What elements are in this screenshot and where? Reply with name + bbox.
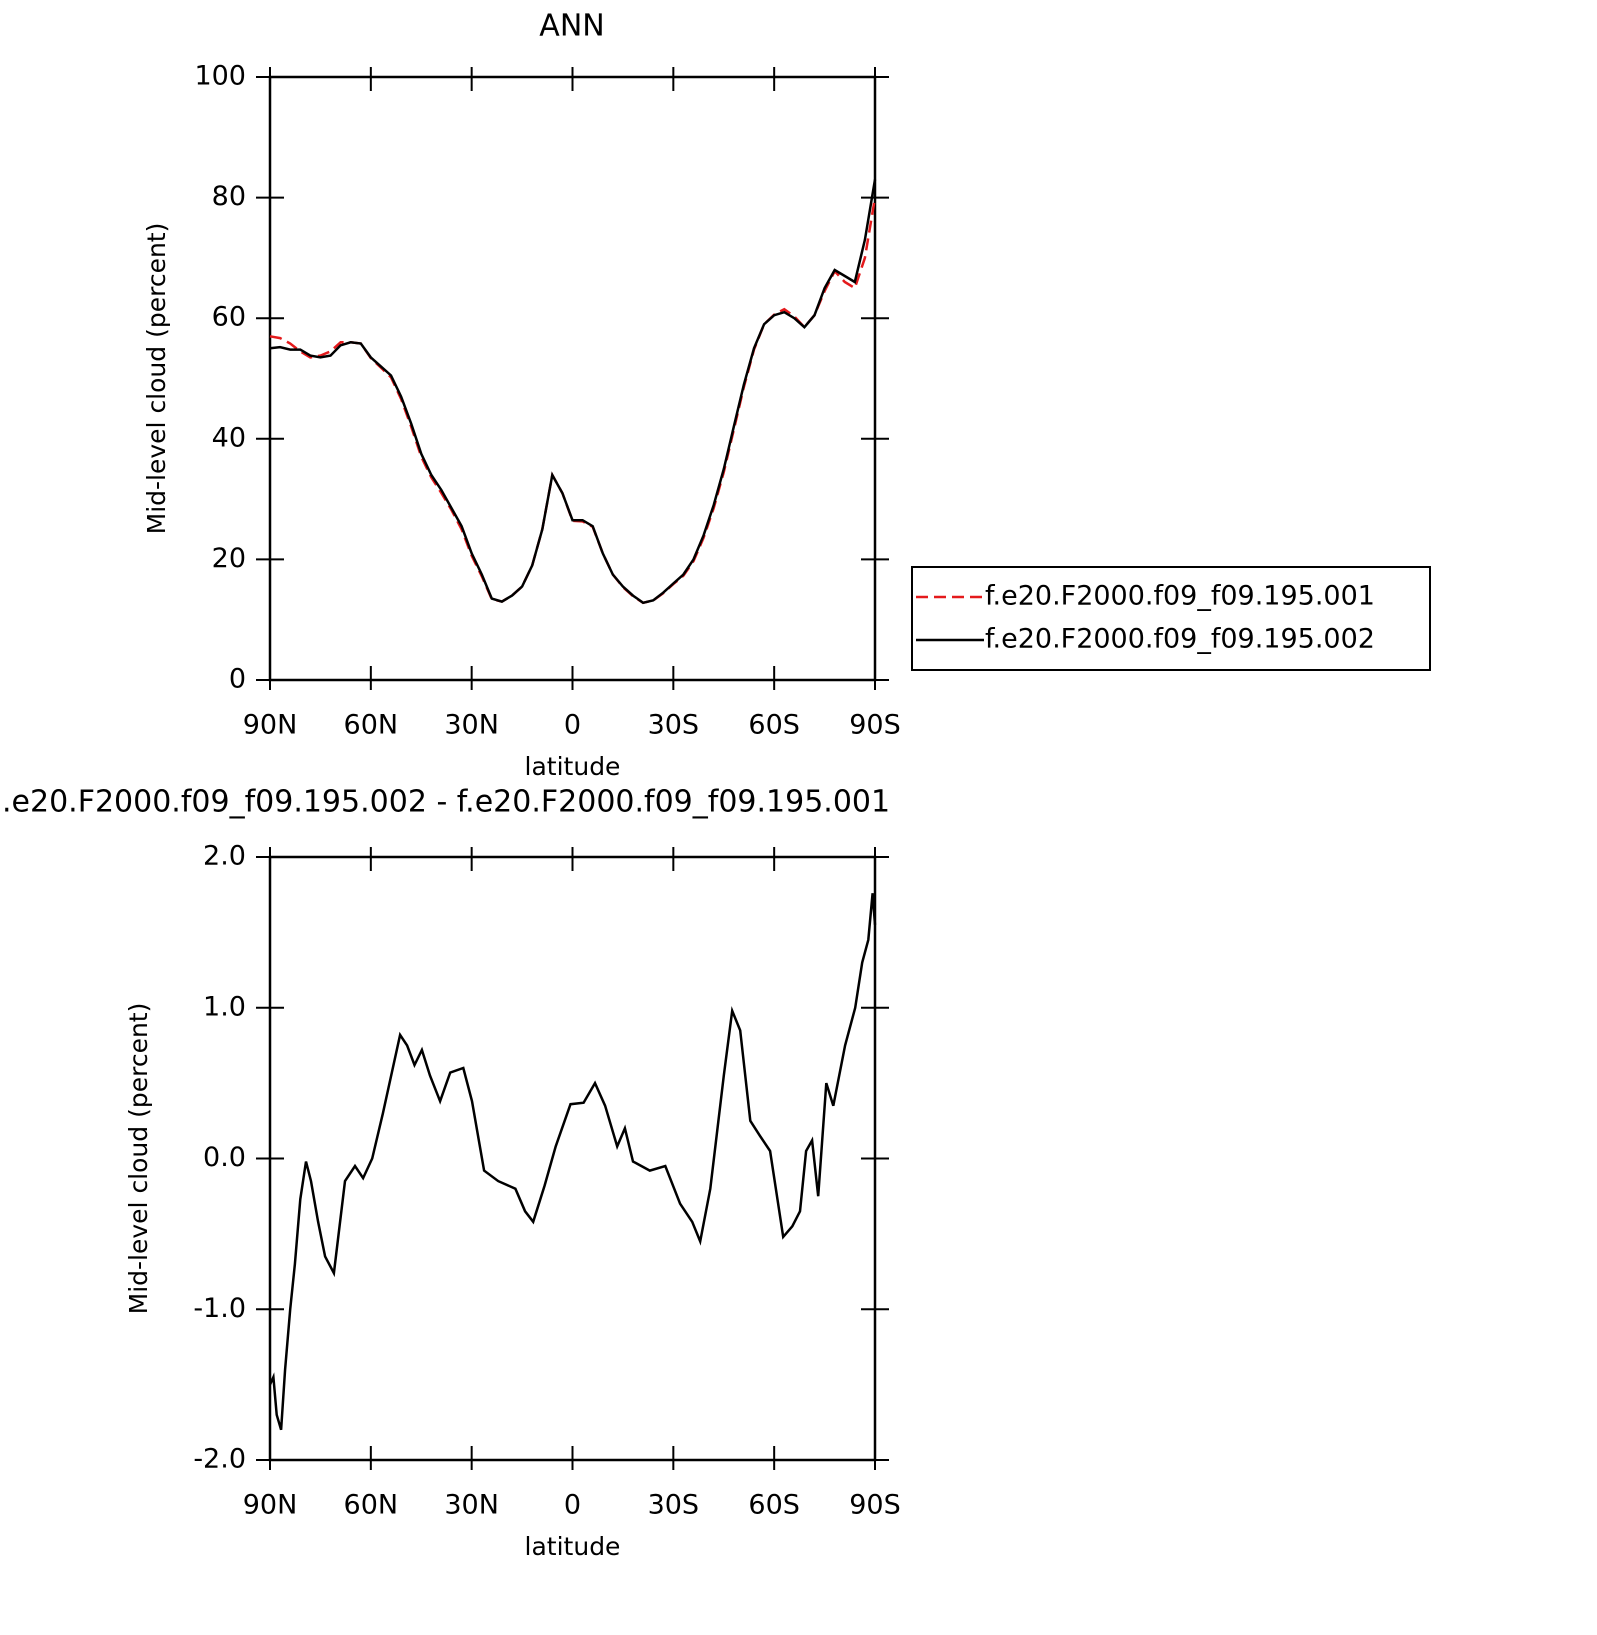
x-tick-label: 30S bbox=[648, 1490, 700, 1521]
x-tick-label: 30N bbox=[444, 1490, 499, 1521]
plot-frame bbox=[268, 855, 877, 1462]
y-tick-label: 100 bbox=[194, 61, 246, 92]
x-tick-label: 60S bbox=[748, 710, 800, 741]
chart-title: .e20.F2000.f09_f09.195.002 - f.e20.F2000… bbox=[2, 785, 890, 820]
y-axis-label: Mid-level cloud (percent) bbox=[142, 223, 171, 535]
x-tick-label: 90S bbox=[849, 1490, 901, 1521]
legend-label: f.e20.F2000.f09_f09.195.002 bbox=[985, 624, 1375, 655]
y-tick-label: -1.0 bbox=[193, 1293, 246, 1324]
series-line bbox=[269, 179, 877, 605]
y-axis-label: Mid-level cloud (percent) bbox=[124, 1003, 153, 1315]
y-tick-label: 2.0 bbox=[203, 841, 246, 872]
x-tick-label: 30N bbox=[444, 710, 499, 741]
y-tick-label: 80 bbox=[212, 181, 246, 212]
x-tick-label: 90S bbox=[849, 710, 901, 741]
legend-label: f.e20.F2000.f09_f09.195.001 bbox=[985, 581, 1375, 612]
legend-box bbox=[911, 566, 1431, 671]
y-tick-label: 60 bbox=[212, 302, 246, 333]
x-tick-label: 60N bbox=[344, 1490, 399, 1521]
x-axis-label: latitude bbox=[525, 1532, 621, 1561]
series-line bbox=[268, 893, 877, 1431]
x-tick-label: 60N bbox=[344, 710, 399, 741]
y-tick-label: 40 bbox=[212, 422, 246, 453]
plot-frame bbox=[268, 75, 877, 682]
y-tick-label: 0 bbox=[229, 664, 246, 695]
x-tick-label: 60S bbox=[748, 1490, 800, 1521]
y-tick-label: 0.0 bbox=[203, 1142, 246, 1173]
x-tick-label: 0 bbox=[564, 1490, 581, 1521]
y-tick-label: 20 bbox=[212, 543, 246, 574]
x-tick-label: 0 bbox=[564, 710, 581, 741]
y-tick-label: 1.0 bbox=[203, 991, 246, 1022]
chart-title: ANN bbox=[539, 9, 604, 44]
series-line bbox=[269, 197, 877, 605]
x-tick-label: 30S bbox=[648, 710, 700, 741]
y-tick-label: -2.0 bbox=[193, 1444, 246, 1475]
x-axis-label: latitude bbox=[525, 752, 621, 781]
x-tick-label: 90N bbox=[243, 1490, 298, 1521]
x-tick-label: 90N bbox=[243, 710, 298, 741]
